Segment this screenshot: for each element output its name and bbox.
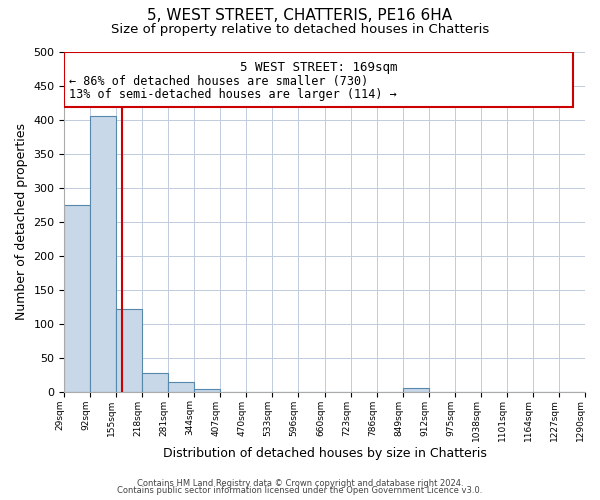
Bar	[169, 382, 194, 392]
Bar	[64, 52, 572, 108]
Text: ← 86% of detached houses are smaller (730): ← 86% of detached houses are smaller (73…	[70, 74, 368, 88]
Text: 5, WEST STREET, CHATTERIS, PE16 6HA: 5, WEST STREET, CHATTERIS, PE16 6HA	[148, 8, 452, 22]
Bar	[403, 388, 429, 392]
Text: Contains public sector information licensed under the Open Government Licence v3: Contains public sector information licen…	[118, 486, 482, 495]
Bar	[142, 372, 169, 392]
Text: 13% of semi-detached houses are larger (114) →: 13% of semi-detached houses are larger (…	[70, 88, 397, 101]
Text: Contains HM Land Registry data © Crown copyright and database right 2024.: Contains HM Land Registry data © Crown c…	[137, 478, 463, 488]
Text: 5 WEST STREET: 169sqm: 5 WEST STREET: 169sqm	[240, 61, 397, 74]
Text: Size of property relative to detached houses in Chatteris: Size of property relative to detached ho…	[111, 22, 489, 36]
Y-axis label: Number of detached properties: Number of detached properties	[15, 123, 28, 320]
Bar	[64, 204, 91, 392]
X-axis label: Distribution of detached houses by size in Chatteris: Distribution of detached houses by size …	[163, 447, 487, 460]
Bar	[91, 116, 116, 392]
Bar	[116, 308, 142, 392]
Bar	[194, 389, 220, 392]
